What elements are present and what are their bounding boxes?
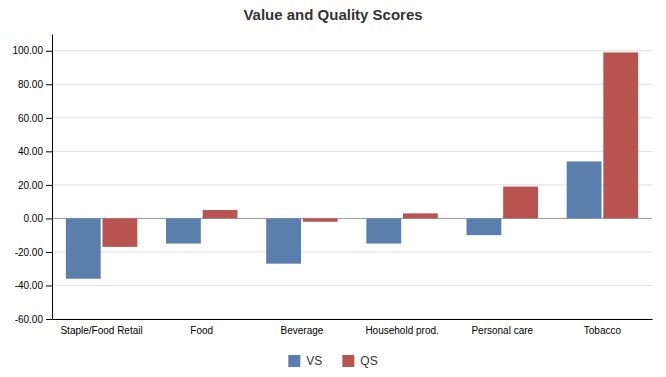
- bar: [567, 161, 602, 218]
- plot: -60.00 -40.00 -20.00 0.00 20.00 40.00 60.00 80.…: [12, 35, 652, 337]
- y-tick-label: 20.00: [18, 180, 43, 191]
- y-tick-label: 60.00: [18, 113, 43, 124]
- y-tick-mark: [46, 51, 52, 52]
- grid-line: [52, 285, 652, 286]
- x-tick-label: Personal care: [471, 325, 533, 336]
- legend-label: QS: [360, 354, 377, 368]
- bar: [203, 210, 238, 218]
- y-tick-label: -20.00: [15, 247, 44, 258]
- x-tick: Personal care: [471, 325, 533, 336]
- y-tick: 100.00: [12, 45, 52, 56]
- x-tick: Food: [190, 325, 213, 336]
- x-axis-line: [53, 319, 653, 320]
- grid-line: [52, 251, 652, 252]
- bar: [66, 218, 101, 278]
- legend: VS QS: [288, 354, 377, 368]
- y-tick-mark: [46, 319, 52, 320]
- legend-swatch: [288, 355, 300, 367]
- bar: [403, 213, 438, 218]
- grid-line: [52, 184, 652, 185]
- y-tick-label: 0.00: [24, 213, 44, 224]
- bar: [266, 218, 301, 263]
- legend-item: QS: [342, 354, 377, 368]
- legend-swatch: [342, 355, 354, 367]
- y-tick: -60.00: [15, 314, 52, 325]
- x-tick: Household prod.: [365, 325, 438, 336]
- grid-line: [52, 84, 652, 85]
- y-tick-mark: [46, 218, 52, 219]
- x-tick: Staple/Food Retail: [60, 325, 142, 336]
- series: [66, 161, 602, 278]
- grid-line: [52, 50, 652, 51]
- x-tick: Beverage: [281, 325, 324, 336]
- y-tick: -20.00: [15, 247, 52, 258]
- x-tick-label: Household prod.: [365, 325, 438, 336]
- legend-item: VS: [288, 354, 322, 368]
- bar: [467, 218, 502, 235]
- zero-line: [52, 218, 652, 219]
- y-tick: 40.00: [18, 146, 52, 157]
- bar: [303, 218, 338, 221]
- grid-line: [52, 319, 652, 320]
- y-axis-line: [52, 35, 53, 320]
- x-tick: Tobacco: [584, 325, 622, 336]
- y-tick-mark: [46, 185, 52, 186]
- y-tick-mark: [46, 118, 52, 119]
- x-tick-label: Food: [190, 325, 213, 336]
- bar: [366, 218, 401, 243]
- chart: Value and Quality Scores -60.00 -40.00 -20.…: [0, 0, 666, 377]
- y-tick-label: -60.00: [15, 314, 44, 325]
- bars: [66, 52, 638, 278]
- bar: [503, 187, 538, 219]
- bar: [166, 218, 201, 243]
- y-axis: -60.00 -40.00 -20.00 0.00 20.00 40.00 60.00 80.…: [12, 35, 52, 325]
- bar: [102, 218, 137, 247]
- series: [102, 52, 638, 246]
- y-tick: 0.00: [24, 213, 52, 224]
- y-tick-label: 80.00: [18, 79, 43, 90]
- y-tick: 80.00: [18, 79, 52, 90]
- x-tick-label: Tobacco: [584, 325, 622, 336]
- title: Value and Quality Scores: [243, 6, 422, 23]
- legend-label: VS: [306, 354, 322, 368]
- y-tick-mark: [46, 84, 52, 85]
- bar: [603, 52, 638, 218]
- x-tick-label: Beverage: [281, 325, 324, 336]
- x-axis: Staple/Food Retail Food Beverage Household …: [53, 320, 653, 337]
- x-tick-label: Staple/Food Retail: [60, 325, 142, 336]
- grid: [52, 51, 652, 319]
- y-tick-mark: [46, 151, 52, 152]
- y-tick-label: -40.00: [15, 280, 44, 291]
- grid-line: [52, 117, 652, 118]
- y-tick-label: 100.00: [12, 45, 43, 56]
- y-tick: -40.00: [15, 280, 52, 291]
- y-tick: 20.00: [18, 180, 52, 191]
- y-tick-label: 40.00: [18, 146, 43, 157]
- y-tick: 60.00: [18, 113, 52, 124]
- y-tick-mark: [46, 252, 52, 253]
- y-tick-mark: [46, 285, 52, 286]
- grid-line: [52, 151, 652, 152]
